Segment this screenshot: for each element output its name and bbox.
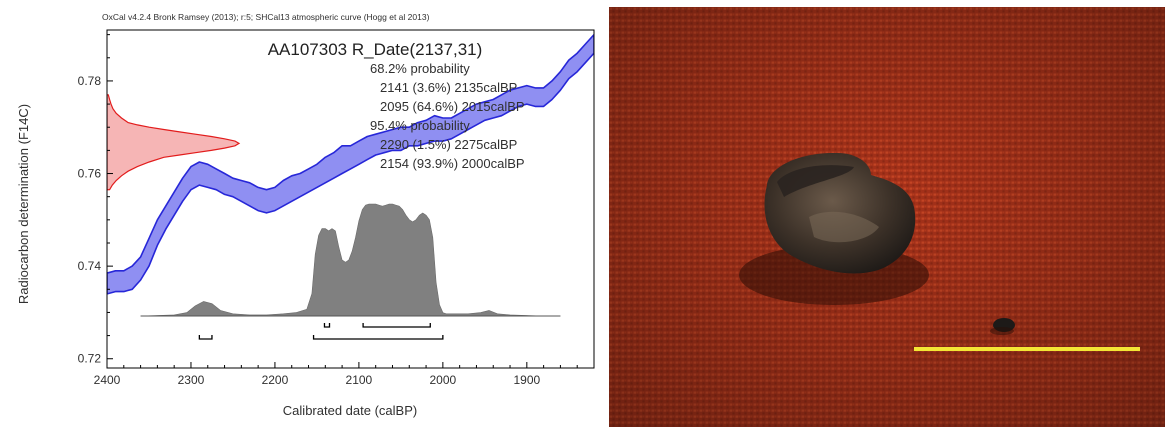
annotation-4: 2290 (1.5%) 2275calBP [380,137,517,152]
specimen-photo-image [609,7,1165,427]
plot-frame [106,29,595,369]
small-fragment [990,318,1015,335]
x-axis-label: Calibrated date (calBP) [283,403,417,418]
range-68-bracket-0 [323,323,331,328]
axes: 2400 2300 2200 2100 2000 1900 0.72 0.74 0.76 0.78 [78,34,595,387]
radiocarbon-determination [107,94,241,191]
y-tick-label-2: 0.76 [78,167,102,181]
y-tick-label-3: 0.78 [78,74,102,88]
y-tick-label-1: 0.74 [78,259,102,273]
annotation-3: 95.4% probability [370,118,470,133]
chart-header: OxCal v4.2.4 Bronk Ramsey (2013); r:5; S… [102,12,430,22]
x-tick-label-4: 2000 [430,373,457,387]
plot-marks [107,33,594,340]
chart-title: AA107303 R_Date(2137,31) [268,40,483,59]
x-tick-label-0: 2400 [94,373,121,387]
x-tick-label-3: 2100 [346,373,373,387]
specimen-photo [609,7,1165,427]
probability-annotations: 68.2% probability 2141 (3.6%) 2135calBP 20… [370,61,525,171]
x-tick-label-1: 2300 [178,373,205,387]
scale-bar [914,347,1140,351]
charred-fragment [764,152,916,274]
x-tick-label-2: 2200 [262,373,289,387]
range-95-bracket-1 [312,335,444,340]
plot-area [107,33,594,340]
calibration-chart-panel: OxCal v4.2.4 Bronk Ramsey (2013); r:5; S… [16,12,595,418]
calibrated-distribution [140,203,561,317]
y-axis-label: Radiocarbon determination (F14C) [16,104,31,304]
annotation-2: 2095 (64.6%) 2015calBP [380,99,525,114]
annotation-1: 2141 (3.6%) 2135calBP [380,80,517,95]
annotation-5: 2154 (93.9%) 2000calBP [380,156,525,171]
calibration-curve [107,33,594,295]
range-95-bracket-0 [198,335,213,340]
y-tick-label-0: 0.72 [78,352,102,366]
x-tick-label-5: 1900 [513,373,540,387]
range-68-bracket-1 [362,323,431,328]
calibration-chart: OxCal v4.2.4 Bronk Ramsey (2013); r:5; S… [16,12,595,418]
annotation-0: 68.2% probability [370,61,470,76]
